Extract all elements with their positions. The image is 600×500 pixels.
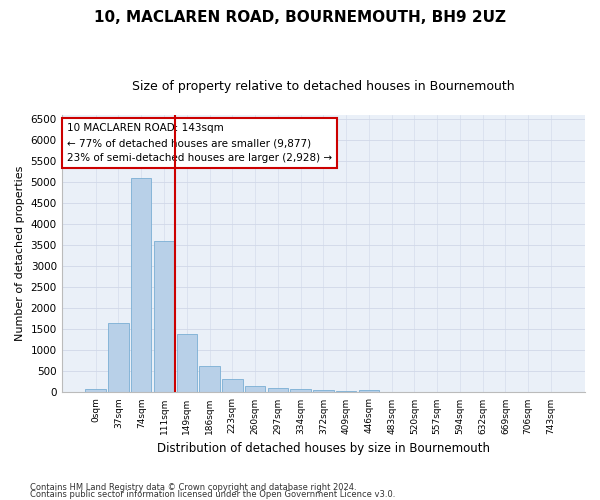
Bar (131, 178, 151, 392)
Bar (199, 366, 220, 392)
Bar (359, 390, 379, 392)
Bar (108, 324, 129, 392)
X-axis label: Distribution of detached houses by size in Bournemouth: Distribution of detached houses by size … (157, 442, 490, 455)
Y-axis label: Number of detached properties: Number of detached properties (15, 166, 25, 342)
Title: Size of property relative to detached houses in Bournemouth: Size of property relative to detached ho… (132, 80, 515, 93)
Bar (176, 334, 197, 392)
Bar (245, 386, 265, 392)
Bar (154, 241, 174, 392)
Bar (290, 390, 311, 392)
Text: Contains public sector information licensed under the Open Government Licence v3: Contains public sector information licen… (30, 490, 395, 499)
Text: Contains HM Land Registry data © Crown copyright and database right 2024.: Contains HM Land Registry data © Crown c… (30, 484, 356, 492)
Text: 10 MACLAREN ROAD: 143sqm
← 77% of detached houses are smaller (9,877)
23% of sem: 10 MACLAREN ROAD: 143sqm ← 77% of detach… (67, 124, 332, 163)
Text: 10, MACLAREN ROAD, BOURNEMOUTH, BH9 2UZ: 10, MACLAREN ROAD, BOURNEMOUTH, BH9 2UZ (94, 10, 506, 25)
Bar (336, 390, 356, 392)
Bar (268, 388, 288, 392)
Bar (222, 380, 242, 392)
Bar (85, 390, 106, 392)
Bar (313, 390, 334, 392)
